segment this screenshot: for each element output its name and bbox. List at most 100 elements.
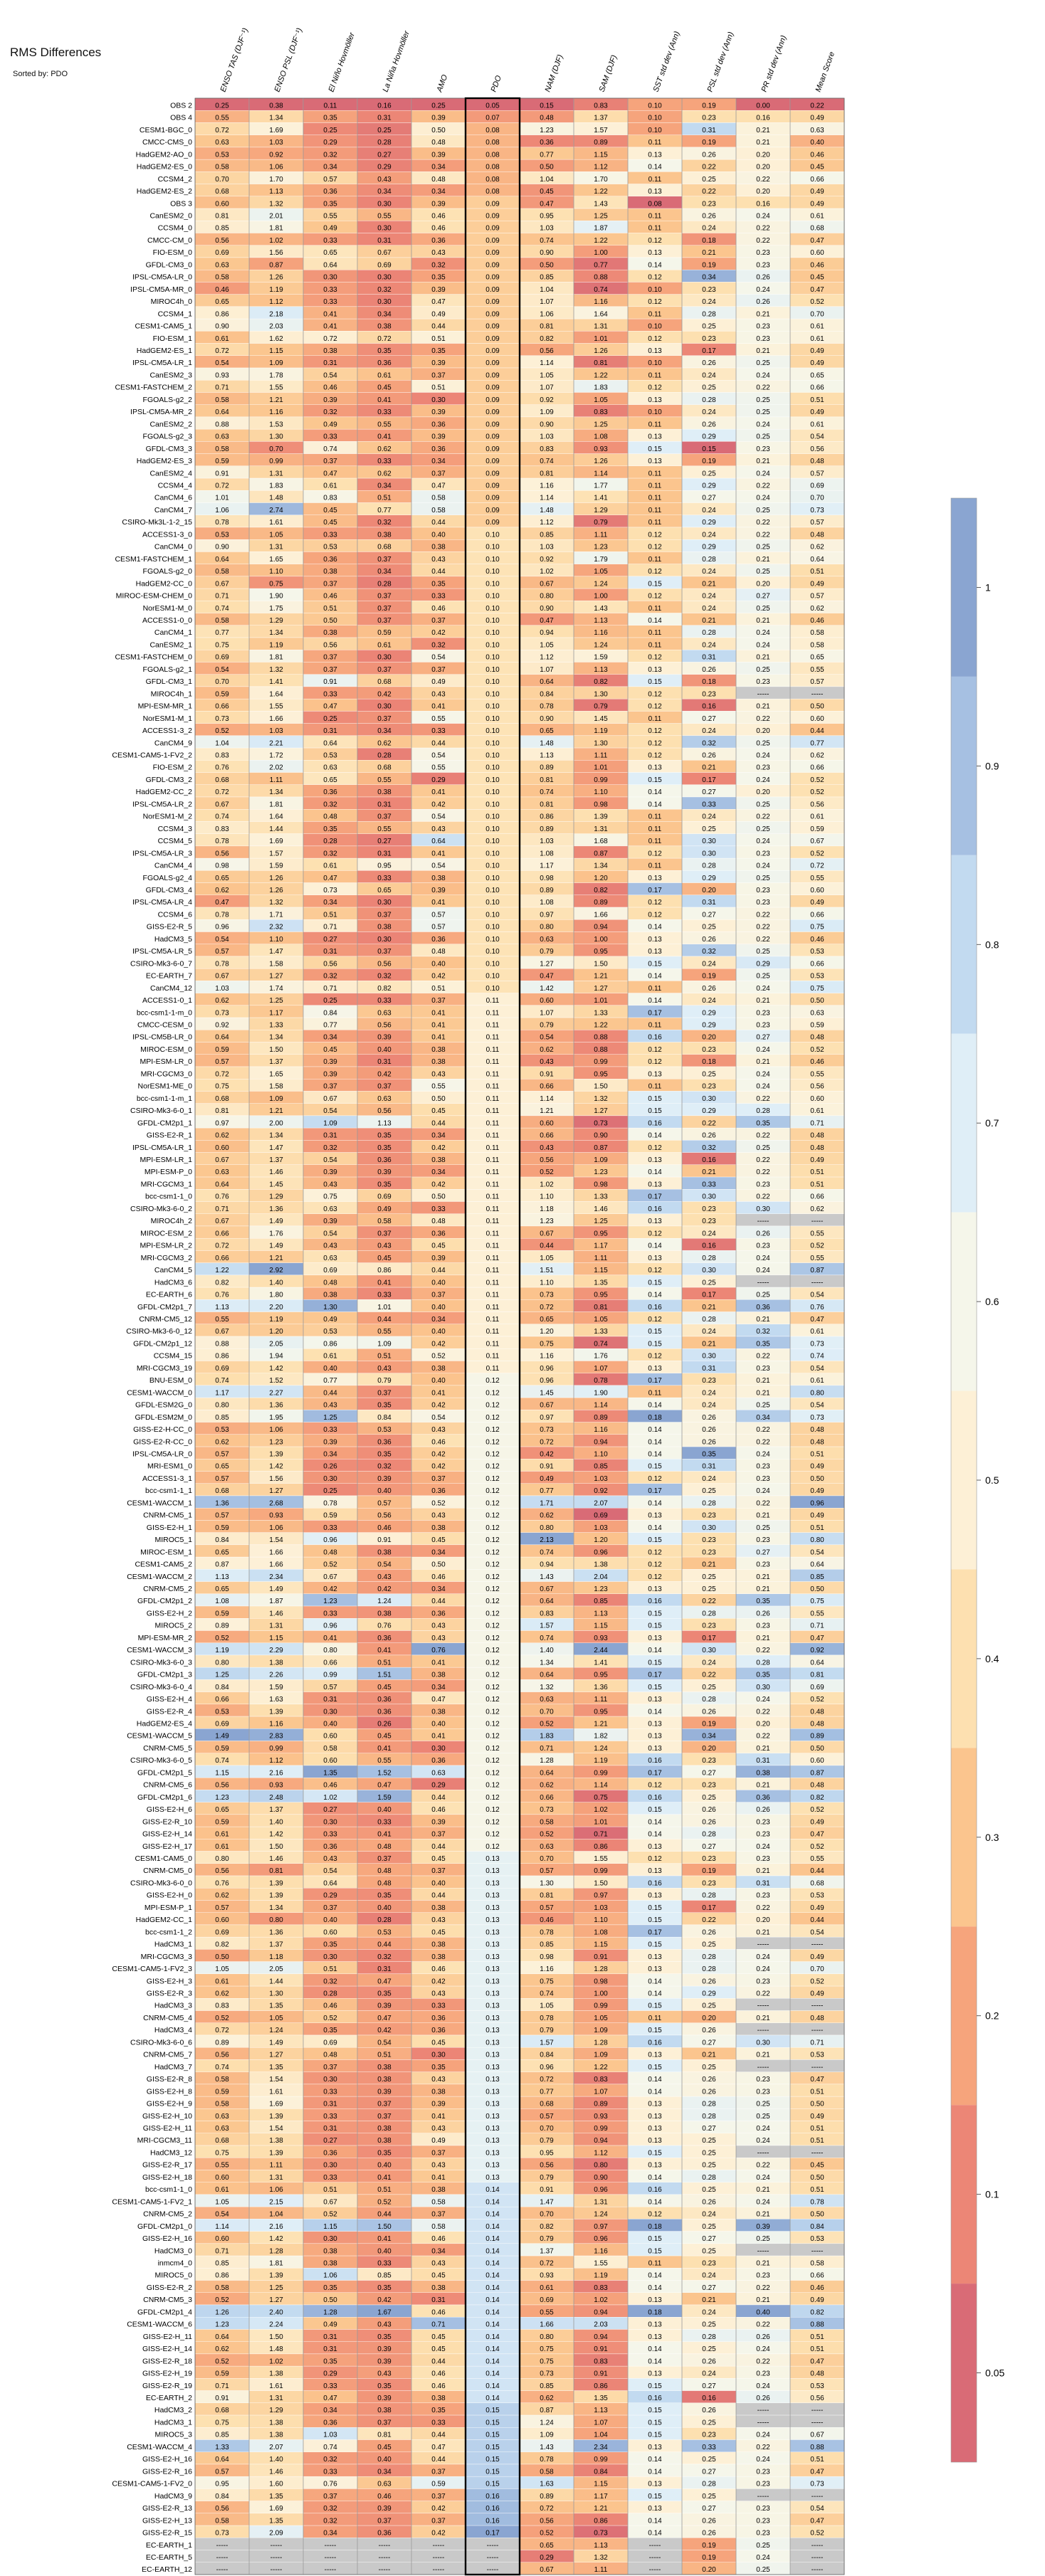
cell-value: 1.09 (269, 359, 283, 367)
cell-value: 0.23 (756, 1978, 770, 1985)
cell-value: 0.47 (323, 2395, 337, 2402)
cell-value: 0.13 (648, 396, 662, 404)
row-label: CNRM-CM5_0 (143, 1867, 192, 1875)
cell-value: 0.28 (323, 1990, 337, 1998)
row-label: MRI-CGCM3_19 (137, 1364, 192, 1373)
row-label: inmcm4_0 (158, 2259, 193, 2268)
cell-value: 0.13 (485, 2149, 500, 2157)
cell-value: 0.09 (485, 347, 500, 355)
cell-value: 0.23 (702, 115, 716, 122)
cell-value: 0.60 (323, 1733, 337, 1741)
cell-value: 1.07 (540, 666, 554, 674)
cell-value: 0.31 (323, 2345, 337, 2353)
cell-value: 0.52 (810, 298, 824, 306)
cell-value: 0.23 (756, 2517, 770, 2525)
cell-value: 0.65 (323, 249, 337, 257)
cell-value: 1.19 (594, 1757, 608, 1765)
cell-value: 0.28 (377, 1916, 392, 1924)
cell-value: 0.25 (702, 470, 716, 477)
cell-value: 0.67 (323, 1573, 337, 1581)
row-label: HadGEM2-ES_1 (137, 347, 192, 355)
cell-value: 0.16 (702, 2395, 716, 2402)
cell-value: 2.16 (269, 1769, 283, 1777)
cell-value: 0.24 (756, 371, 770, 379)
cell-value: 0.53 (810, 2382, 824, 2390)
cell-value: 0.71 (215, 1205, 229, 1213)
cell-value: 0.34 (323, 1450, 337, 1458)
cell-value: 0.37 (431, 1292, 446, 1299)
cell-value: 0.48 (377, 1843, 392, 1851)
cell-value: 0.11 (648, 212, 662, 220)
cell-value: 0.14 (648, 1402, 662, 1410)
cell-value: 1.50 (269, 1843, 283, 1851)
cell-value: 0.43 (377, 1242, 392, 1250)
row-label: CMCC-CMS_0 (142, 138, 192, 147)
cell-value: 1.10 (594, 1450, 608, 1458)
cell-value: 1.02 (540, 1181, 554, 1188)
cell-value: 1.06 (269, 164, 283, 171)
cell-value: 0.43 (431, 1426, 446, 1434)
cell-value: 0.86 (594, 1843, 608, 1851)
cell-value: 0.96 (540, 1377, 554, 1385)
cell-value: 0.31 (323, 1696, 337, 1704)
row-label: CNRM-CM5_2 (143, 2210, 192, 2219)
cell-value: 0.70 (215, 678, 229, 686)
cell-value: 0.12 (648, 752, 662, 760)
cell-value: 0.75 (540, 1340, 554, 1348)
cell-value: 0.44 (431, 1267, 446, 1274)
cell-value: 0.09 (485, 310, 500, 318)
cell-value: 0.13 (648, 1635, 662, 1642)
cell-value: 2.02 (269, 764, 283, 772)
cell-value: 0.23 (756, 850, 770, 857)
cell-value: 0.12 (485, 1524, 500, 1532)
cell-value: 0.41 (431, 1034, 446, 1042)
cell-value: 0.92 (540, 396, 554, 404)
cell-value: 0.25 (702, 1941, 716, 1949)
cell-value: 0.11 (486, 1279, 500, 1287)
cell-value: 0.39 (431, 151, 446, 159)
cell-value: 0.14 (648, 1426, 662, 1434)
cell-value: 0.10 (485, 875, 500, 882)
cell-value: 0.82 (540, 335, 554, 343)
row-label: HadGEM2-ES_3 (137, 457, 192, 465)
cell-value: 0.23 (756, 1475, 770, 1483)
cell-value: 0.55 (215, 2162, 229, 2170)
cell-value: 0.52 (377, 2198, 392, 2206)
cell-value: 0.15 (648, 1279, 662, 1287)
cell-value: 0.35 (431, 2064, 446, 2071)
cell-value: 0.67 (215, 580, 229, 588)
cell-value: 0.53 (215, 531, 229, 539)
cell-value: 0.45 (323, 507, 337, 514)
cell-value: 0.24 (756, 2345, 770, 2353)
cell-value: 0.47 (810, 2358, 824, 2365)
cell-value: 1.13 (594, 2407, 608, 2414)
cell-value: 0.32 (702, 948, 716, 956)
row-label: CESM1-CAM5_0 (135, 1854, 192, 1863)
row-label: GISS-E2-H_17 (142, 1842, 192, 1851)
cell-value: 0.81 (540, 801, 554, 808)
cell-value: 1.08 (594, 1928, 608, 1936)
cell-value: 0.51 (810, 2125, 824, 2133)
row-label: GFDL-CM3_4 (146, 886, 193, 894)
cell-value: 0.11 (648, 813, 662, 821)
cell-value: 0.69 (810, 1684, 824, 1691)
cell-value: 0.41 (377, 2174, 392, 2182)
cell-value: 1.23 (540, 127, 554, 134)
cell-value: 1.02 (269, 2358, 283, 2365)
cell-value: 0.13 (648, 2113, 662, 2121)
row-label: CESM1-WACCM_0 (127, 1388, 192, 1397)
cell-value: 0.68 (215, 776, 229, 784)
cell-value: 0.62 (215, 887, 229, 894)
row-label: GISS-E2-H-CC_0 (133, 1425, 192, 1434)
cell-value: 0.47 (810, 2076, 824, 2084)
cell-value: 0.95 (594, 948, 608, 956)
cell-value: 0.32 (323, 1978, 337, 1985)
cell-value: 1.32 (269, 200, 283, 208)
cell-value: 0.96 (540, 2064, 554, 2071)
row-label: HadCM3_1 (154, 2418, 192, 2427)
cell-value: 0.51 (810, 568, 824, 576)
cell-value: 0.95 (540, 212, 554, 220)
cell-value: 0.23 (702, 1218, 716, 1225)
cell-value: 0.26 (702, 151, 716, 159)
cell-value: 0.56 (215, 237, 229, 245)
